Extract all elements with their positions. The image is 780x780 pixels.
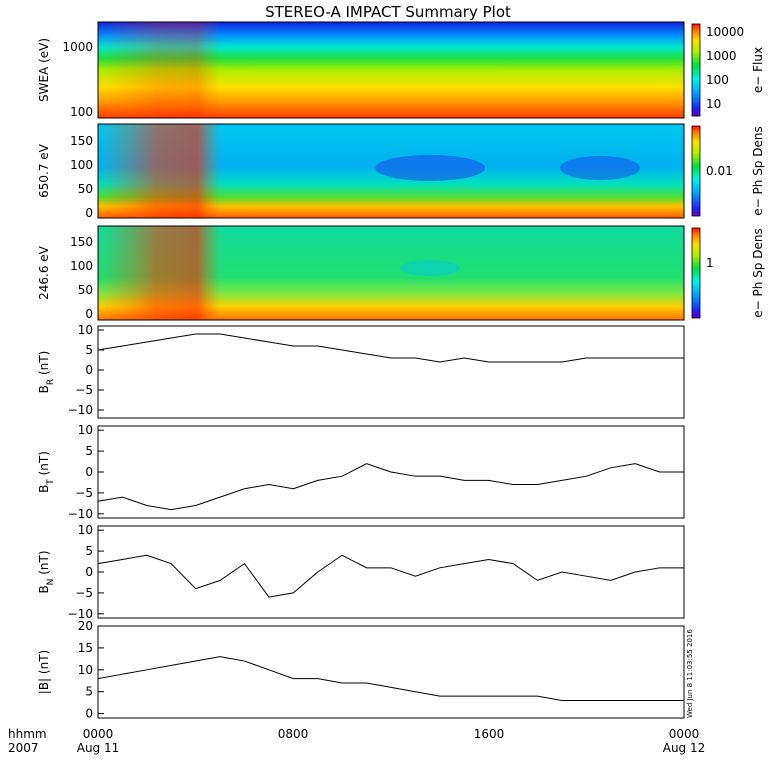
swea-enhancement	[98, 22, 684, 118]
swea-ylabel: SWEA (eV)	[37, 38, 51, 102]
swea-cbar-tick-10: 10	[706, 97, 721, 111]
pad650-cbar-tick: 0.01	[706, 164, 733, 178]
bt-panel: BT (nT) 10 5 0 −5 −10	[37, 423, 685, 521]
bt-ytick-label-3: −5	[75, 486, 93, 500]
pad246-feature	[400, 260, 460, 276]
pad246-cbar-tick: 1	[706, 256, 714, 270]
pad246-ylabel: 246.6 eV	[37, 245, 51, 300]
bn-ytick-label-1: 5	[85, 544, 93, 558]
pad650-panel: 650.7 eV 0 50 100 150 0.01 e− Ph Sp Dens	[37, 123, 765, 220]
pad246-ytick-150: 150	[70, 235, 93, 249]
br-ytick-label-1: 5	[85, 343, 93, 357]
br-yticks: 10 5 0 −5 −10	[68, 323, 104, 417]
pad246-ytick-0: 0	[85, 307, 93, 321]
pad650-ytick-50: 50	[78, 182, 93, 196]
pad246-panel: 246.6 eV 0 50 100 150 1 e− Ph Sp Dens	[37, 225, 765, 321]
bn-series-line	[97, 554, 684, 598]
pad246-enhancement	[98, 226, 684, 320]
br-ytick-label-0: 10	[78, 323, 93, 337]
pad246-frame	[97, 225, 685, 321]
b-ytick-label-1: 15	[78, 641, 93, 655]
br-frame	[97, 325, 685, 419]
pad246-colorbar	[691, 227, 701, 319]
pad650-ylabel: 650.7 eV	[37, 143, 51, 198]
bt-ytick-label-1: 5	[85, 444, 93, 458]
br-series-line	[97, 333, 684, 363]
swea-cbar-tick-10000: 10000	[706, 25, 744, 39]
swea-cbar-label: e− Flux	[751, 47, 765, 93]
b-ytick-label-0: 20	[78, 619, 93, 633]
b-ytick-label-4: 0	[85, 707, 93, 721]
bt-ytick-label-4: −10	[68, 507, 93, 521]
b-yticks: 20 15 10 5 0	[78, 619, 104, 721]
pad650-depletion	[375, 155, 485, 181]
pad246-ytick-50: 50	[78, 283, 93, 297]
axis-row2-label: 2007	[8, 741, 39, 755]
bn-ytick-label-4: −10	[68, 607, 93, 621]
swea-panel: SWEA (eV) 100 1000 10 100 1000 10000 e− …	[37, 21, 765, 119]
bt-ytick-label-2: 0	[85, 465, 93, 479]
b-ytick-label-2: 10	[78, 663, 93, 677]
bn-ytick-label-2: 0	[85, 565, 93, 579]
bn-ylabel: BN (nT)	[37, 550, 56, 593]
br-ytick-label-3: −5	[75, 383, 93, 397]
bn-yticks: 10 5 0 −5 −10	[68, 523, 104, 621]
time-axis: hhmm 2007 0000 0800 1600 0000 Aug 11 Aug…	[8, 727, 705, 755]
pad246-ytick-100: 100	[70, 259, 93, 273]
swea-cbar-tick-1000: 1000	[706, 49, 737, 63]
pad650-colorbar	[691, 125, 701, 217]
x-tick-0000-end: 0000	[669, 727, 700, 741]
swea-colorbar	[691, 23, 701, 117]
br-ytick-label-4: −10	[68, 403, 93, 417]
x-tick-0800: 0800	[278, 727, 309, 741]
b-series-line	[97, 656, 684, 701]
b-frame	[97, 625, 685, 719]
bn-panel: BN (nT) 10 5 0 −5 −10	[37, 523, 685, 621]
bn-ytick-label-3: −5	[75, 586, 93, 600]
swea-cbar-tick-100: 100	[706, 73, 729, 87]
pad650-ytick-150: 150	[70, 134, 93, 148]
pad650-ytick-0: 0	[85, 206, 93, 220]
pad650-frame	[97, 123, 685, 219]
bn-ytick-label-0: 10	[78, 523, 93, 537]
swea-ytick-100: 100	[70, 105, 93, 119]
bt-ylabel: BT (nT)	[37, 451, 56, 493]
swea-frame	[97, 21, 685, 119]
x-date-end: Aug 12	[663, 741, 706, 755]
br-ylabel: BR (nT)	[37, 351, 56, 394]
b-panel: |B| (nT) 20 15 10 5 0	[37, 619, 685, 721]
b-ytick-label-3: 5	[85, 685, 93, 699]
pad650-depletion-2	[560, 156, 640, 180]
bt-yticks: 10 5 0 −5 −10	[68, 423, 104, 521]
x-tick-0000-start: 0000	[83, 727, 114, 741]
plot-timestamp: Wed Jun 8 11:03:55 2016	[686, 629, 694, 718]
plot-title: STEREO-A IMPACT Summary Plot	[265, 3, 511, 21]
br-ytick-label-2: 0	[85, 363, 93, 377]
pad246-cbar-label: e− Ph Sp Dens	[751, 228, 765, 317]
bn-frame	[97, 525, 685, 619]
br-panel: BR (nT) 10 5 0 −5 −10	[37, 323, 685, 419]
bt-series-line	[97, 463, 684, 511]
pad650-cbar-label: e− Ph Sp Dens	[751, 126, 765, 215]
b-ylabel: |B| (nT)	[37, 650, 51, 694]
pad650-ytick-100: 100	[70, 158, 93, 172]
bt-ytick-label-0: 10	[78, 423, 93, 437]
x-date-start: Aug 11	[77, 741, 120, 755]
axis-row1-label: hhmm	[8, 727, 47, 741]
swea-ytick-1000: 1000	[62, 40, 93, 54]
x-tick-1600: 1600	[474, 727, 505, 741]
